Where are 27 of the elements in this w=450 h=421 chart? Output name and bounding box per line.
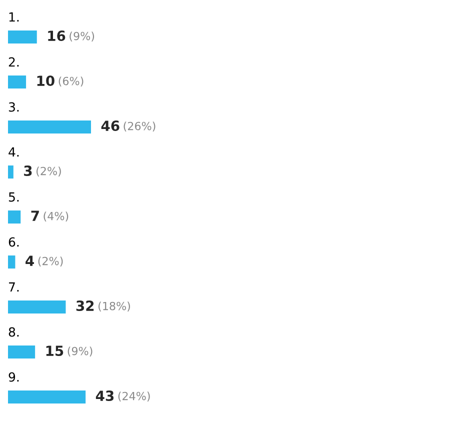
data-label: 46 (26%) [101, 120, 156, 132]
y-tick-label: 2. [8, 57, 19, 67]
y-tick-label: 6. [8, 237, 19, 247]
y-tick-label: 5. [8, 192, 19, 202]
data-label: 7 (4%) [31, 210, 68, 222]
data-label: 3 (2%) [24, 166, 61, 177]
data-label: 32 (18%) [76, 300, 130, 312]
y-tick-label: 4. [8, 147, 19, 157]
y-tick-label: 8. [8, 327, 19, 337]
bar [8, 165, 14, 179]
data-label: 43 (24%) [96, 390, 150, 402]
bar [8, 210, 21, 224]
y-tick-label: 9. [8, 372, 19, 382]
data-label: 16 (9%) [48, 30, 94, 42]
y-tick-label: 1. [9, 12, 19, 22]
data-label: 10 (6%) [37, 76, 84, 87]
bar [8, 30, 37, 44]
y-tick-label: 7. [9, 282, 19, 292]
y-tick-label: 3. [8, 102, 19, 112]
bar [8, 390, 86, 404]
bar [8, 300, 66, 314]
bar [8, 120, 91, 134]
data-label: 15 (9%) [46, 346, 92, 357]
bar [8, 345, 36, 359]
data-label: 4 (2%) [26, 256, 63, 267]
bar [8, 75, 26, 89]
bar [8, 255, 16, 269]
